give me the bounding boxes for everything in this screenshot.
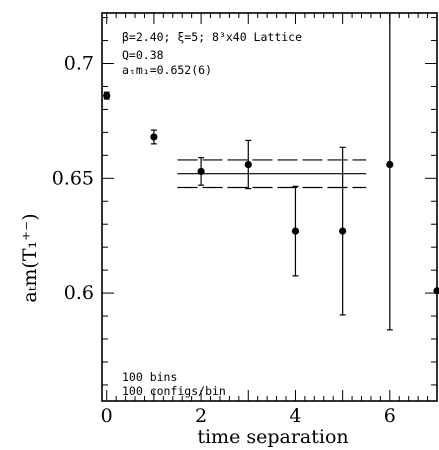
- x-tick-label: 2: [195, 405, 207, 427]
- annotation-bins: 100 bins: [122, 370, 177, 384]
- data-point: [386, 160, 394, 169]
- y-tick-label: 0.65: [52, 167, 94, 189]
- annotation-params: β=2.40; ξ=5; 8³x40 Lattice: [122, 30, 302, 44]
- x-axis-title: time separation: [197, 426, 348, 448]
- data-point: [150, 133, 158, 141]
- data-point: [103, 92, 111, 100]
- y-axis-title: aₜm(T₁⁺⁻): [19, 213, 41, 302]
- annotation-configs: 100 configs/bin: [122, 384, 226, 398]
- y-tick-label: 0.6: [64, 282, 94, 304]
- x-tick-label: 6: [384, 405, 396, 427]
- data-point: [244, 160, 252, 169]
- tick-labels-group: 0 2 4 6 0.6 0.65 0.7: [52, 53, 396, 427]
- annotation-q: Q=0.38: [122, 48, 164, 62]
- data-point: [197, 167, 205, 176]
- fit-band-group: [177, 159, 367, 189]
- data-point: [291, 227, 300, 235]
- x-tick-label: 4: [289, 405, 301, 427]
- data-points-group: [103, 13, 439, 331]
- data-point: [433, 287, 439, 295]
- x-tick-label: 0: [101, 405, 113, 427]
- annotation-fit-mass: aₜm₁=0.652(6): [122, 63, 212, 77]
- plot-frame: [101, 12, 438, 402]
- data-point: [339, 227, 347, 235]
- ticks-group: [102, 13, 438, 401]
- y-tick-label: 0.7: [64, 53, 94, 75]
- annotations-group: β=2.40; ξ=5; 8³x40 Lattice Q=0.38 aₜm₁=0…: [122, 30, 302, 398]
- plot-frame-group: [101, 12, 438, 402]
